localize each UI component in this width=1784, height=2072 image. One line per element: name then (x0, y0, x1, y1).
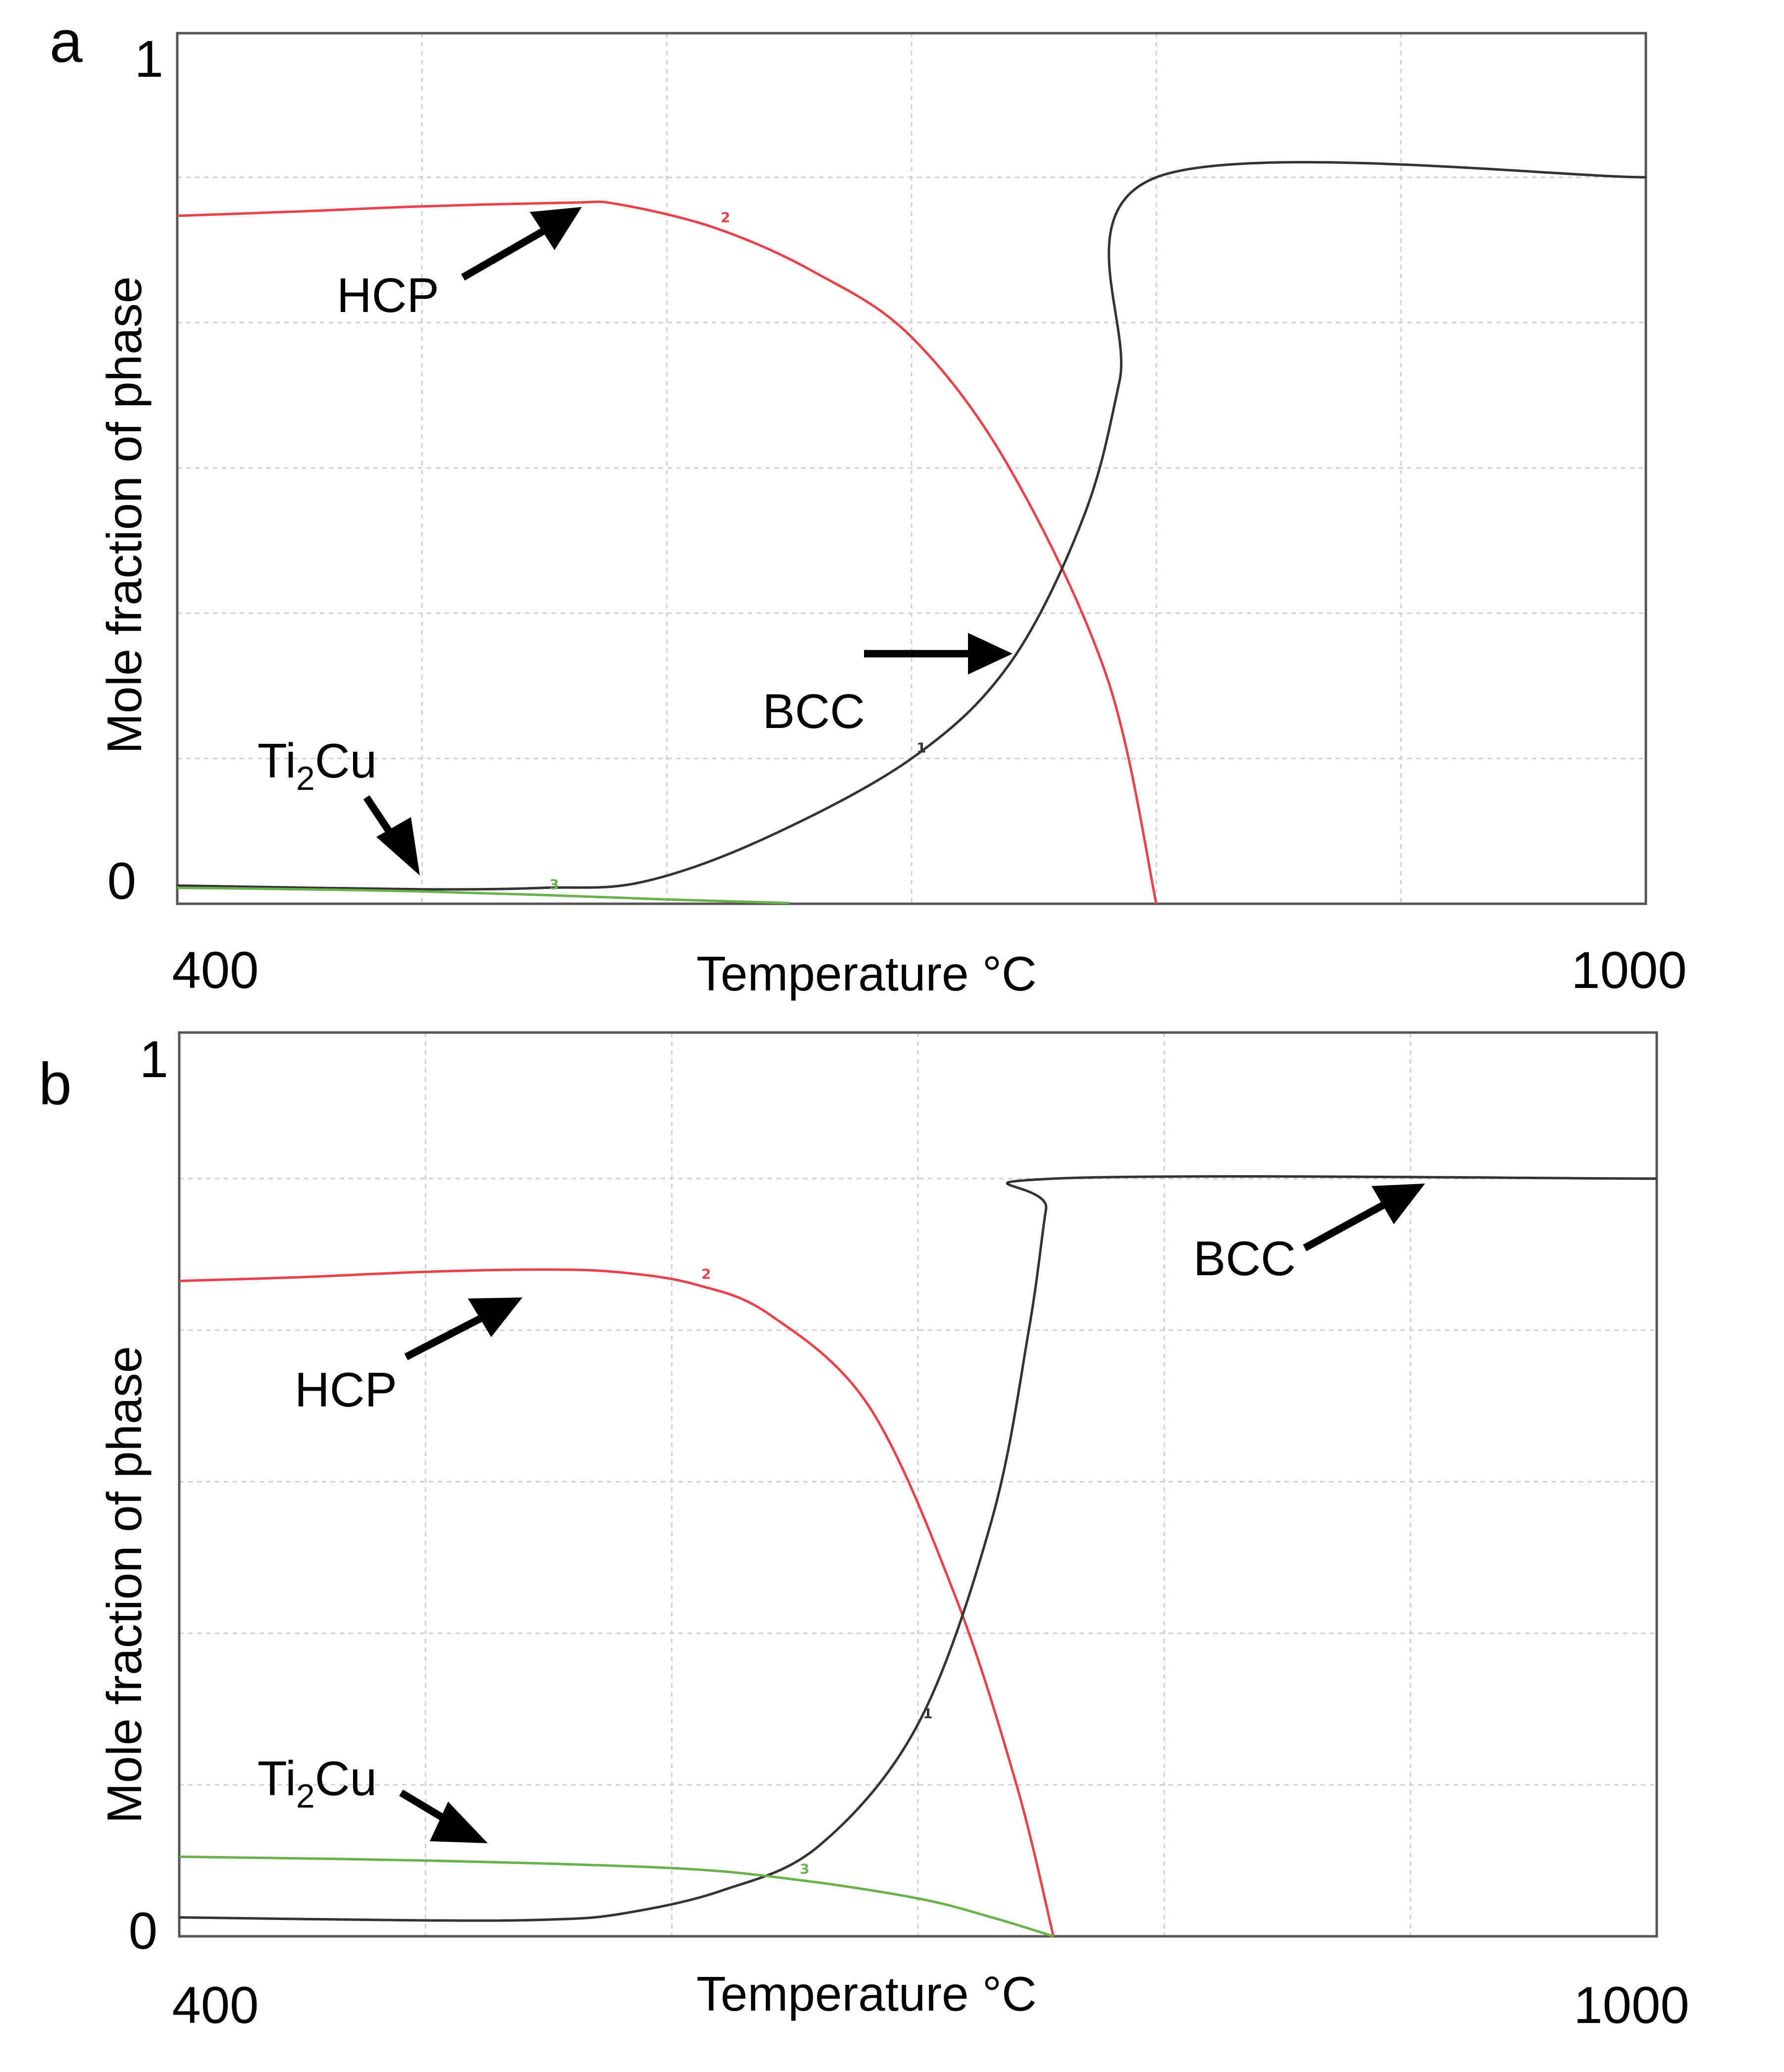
bcc-arrow-a (864, 633, 1013, 674)
bcc-label-b: BCC (1193, 1231, 1296, 1286)
ti2cu-main-a: Ti (257, 733, 296, 788)
x-tick-right-a: 1000 (1571, 941, 1687, 999)
panel-letter-b: b (39, 1051, 72, 1117)
ti2cu-main-b: Ti (257, 1751, 296, 1806)
panel-letter-a: a (50, 8, 83, 75)
series-bcc-mark-b: 1 (923, 1706, 932, 1722)
series-bcc-line-a (177, 161, 1646, 891)
hcp-label-a: HCP (337, 268, 439, 322)
ti2cu-subscript-a: 2 (296, 760, 315, 797)
panel-b: b 2 1 3 1 0 400 1000 Temperature °C Mole f… (39, 1031, 1689, 2034)
series-ti2cu-line-b (179, 1855, 1054, 1938)
hcp-label-b: HCP (295, 1362, 397, 1417)
plot-frame-a (176, 32, 1647, 905)
x-tick-right-b: 1000 (1574, 1976, 1689, 2034)
curves-a: 2 1 3 (177, 161, 1646, 904)
ti2cu-label-a: Ti2Cu (257, 733, 377, 797)
series-hcp-line-b (179, 1268, 1055, 1937)
y-axis-title-a: Mole fraction of phase (97, 276, 152, 754)
hcp-arrow-a (461, 207, 582, 281)
series-bcc-line-b (179, 1175, 1657, 1922)
grid-a (177, 33, 1646, 904)
bcc-arrow-b (1303, 1184, 1425, 1251)
bcc-label-a: BCC (763, 684, 865, 738)
plot-frame-b (178, 1031, 1658, 1938)
ti2cu-arrow-b (399, 1789, 488, 1843)
series-bcc-mark-a: 1 (917, 740, 926, 756)
series-hcp-mark-b: 2 (701, 1266, 711, 1282)
y-tick-top-b: 1 (140, 1031, 168, 1088)
ti2cu-arrow-a (363, 795, 420, 876)
curves-b: 2 1 3 (179, 1175, 1657, 1938)
x-tick-left-b: 400 (172, 1976, 258, 2034)
ti2cu-tail-b: Cu (315, 1751, 377, 1806)
y-axis-title-b: Mole fraction of phase (97, 1346, 152, 1823)
series-ti2cu-mark-b: 3 (800, 1861, 809, 1877)
x-axis-title-b: Temperature °C (696, 1967, 1036, 2021)
series-ti2cu-line-a (177, 886, 789, 904)
series-ti2cu-mark-a: 3 (550, 876, 559, 892)
ti2cu-tail-a: Cu (315, 733, 377, 788)
grid-b (179, 1033, 1657, 1936)
hcp-arrow-b (404, 1297, 522, 1360)
ti2cu-label-b: Ti2Cu (257, 1751, 377, 1815)
series-hcp-mark-a: 2 (721, 209, 730, 226)
panel-a: a 2 1 3 1 0 400 1000 Temperature °C Mole f… (50, 8, 1687, 1001)
y-tick-bottom-b: 0 (129, 1902, 157, 1960)
y-tick-bottom-a: 0 (107, 852, 136, 910)
y-tick-top-a: 1 (135, 30, 163, 88)
ti2cu-subscript-b: 2 (296, 1777, 315, 1815)
x-axis-title-a: Temperature °C (696, 946, 1036, 1001)
x-tick-left-a: 400 (172, 941, 258, 999)
series-hcp-line-a (177, 200, 1158, 904)
